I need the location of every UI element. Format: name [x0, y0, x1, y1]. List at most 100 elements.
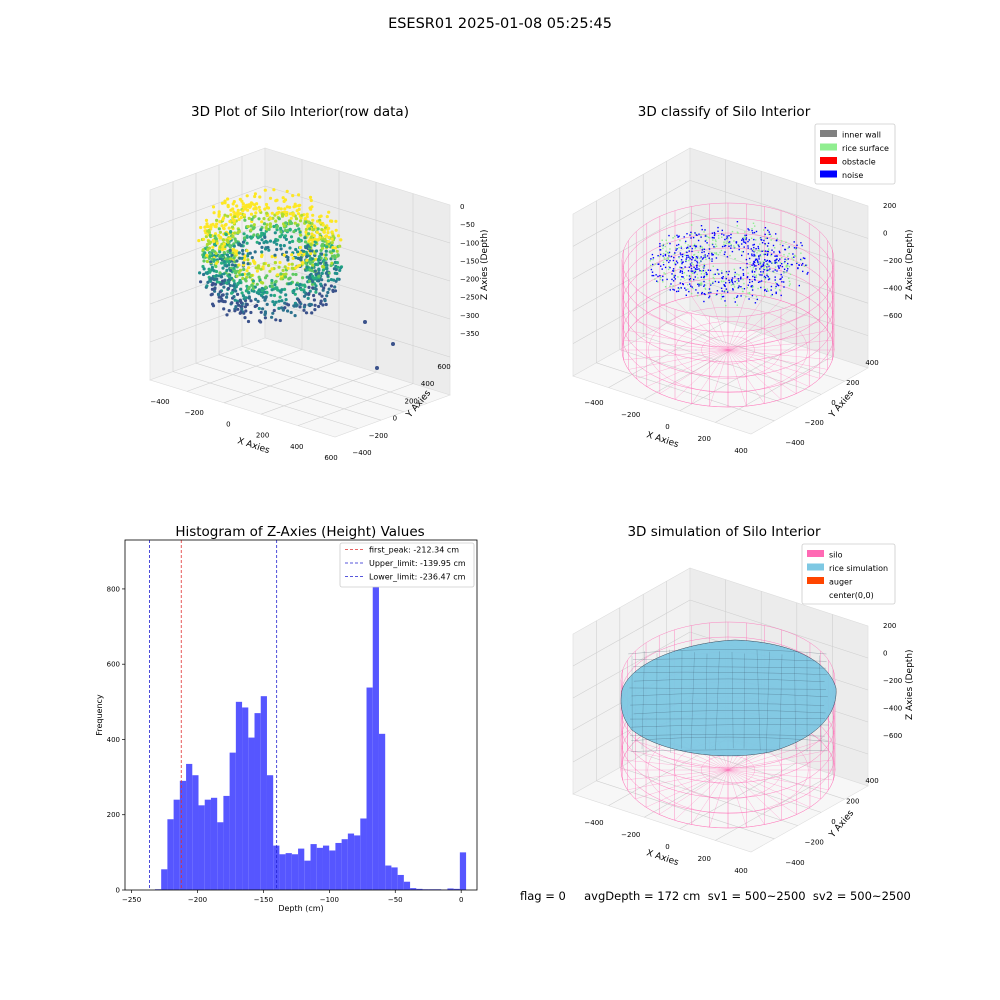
z-tick: 0 [883, 230, 887, 238]
data-point [311, 213, 315, 217]
data-point [226, 205, 230, 209]
data-point [314, 290, 318, 294]
classified-point [770, 289, 772, 291]
classified-point [755, 258, 757, 260]
classified-point [787, 268, 789, 270]
classified-point [673, 253, 676, 255]
data-point [217, 293, 221, 297]
classified-point [699, 284, 701, 286]
classified-point [747, 228, 749, 230]
data-point [279, 277, 283, 281]
data-point [263, 310, 267, 314]
classified-point [692, 264, 694, 266]
data-point [272, 188, 276, 192]
data-point [297, 227, 301, 231]
data-point [260, 254, 264, 259]
data-point [214, 264, 218, 269]
data-point [308, 257, 312, 262]
data-point [281, 196, 285, 200]
classified-point [717, 230, 719, 232]
data-point [240, 273, 245, 277]
classified-point [774, 276, 776, 278]
classified-point [676, 248, 678, 250]
data-point [211, 205, 216, 209]
data-point [279, 207, 283, 211]
classified-point [760, 238, 762, 241]
data-point [330, 230, 334, 234]
histogram-bar [260, 696, 267, 890]
histogram-bar [459, 852, 467, 890]
data-point [245, 234, 249, 238]
classified-point [800, 258, 802, 261]
data-point [284, 213, 288, 217]
classified-point [746, 262, 748, 265]
classified-point [706, 255, 709, 257]
classified-point [694, 247, 696, 250]
data-point [262, 222, 267, 226]
classified-point [745, 238, 747, 241]
classified-point [703, 284, 706, 286]
classified-point [736, 295, 739, 297]
data-point [334, 219, 338, 223]
data-point [254, 297, 258, 301]
classified-point [701, 251, 703, 254]
classified-point [751, 285, 753, 287]
classified-point [765, 260, 767, 262]
data-point [227, 226, 231, 230]
classified-point [656, 280, 658, 282]
legend-label: auger [829, 578, 853, 587]
classified-point [663, 272, 665, 274]
silo-wireframe [621, 202, 835, 408]
classified-point [746, 276, 749, 278]
classified-point [743, 282, 745, 285]
classified-point [724, 238, 726, 241]
data-point [283, 198, 288, 202]
classified-point [705, 273, 708, 276]
classified-point [665, 250, 667, 252]
data-point [310, 266, 314, 270]
raw-point-cloud [197, 188, 395, 370]
legend-swatch [807, 550, 824, 557]
classified-point [666, 251, 669, 254]
data-point [218, 271, 222, 275]
data-point [270, 284, 274, 289]
data-point [202, 237, 206, 241]
data-point [250, 256, 254, 260]
data-point [237, 242, 242, 246]
x-tick: 0 [226, 420, 230, 428]
data-point [257, 217, 261, 221]
data-point [228, 244, 232, 248]
data-point [275, 198, 279, 202]
classified-point [734, 280, 736, 283]
classified-point [702, 269, 704, 272]
histogram-bars [154, 562, 467, 890]
classified-point [726, 272, 728, 274]
y-tick: 400 [865, 777, 878, 785]
classified-point [776, 284, 779, 286]
classified-point [731, 280, 733, 282]
legend-box [801, 543, 896, 605]
data-point [278, 295, 282, 299]
classified-point [745, 234, 748, 236]
y-axis-label: Frequency [95, 694, 104, 736]
data-point [264, 202, 269, 207]
data-point [305, 215, 309, 219]
classified-point [734, 301, 736, 303]
data-point [310, 268, 314, 273]
classified-point [701, 246, 703, 248]
classified-point [791, 257, 793, 259]
classified-point [753, 253, 755, 256]
classified-point [733, 297, 736, 300]
classified-point [680, 287, 682, 289]
classified-point [658, 255, 661, 258]
classified-point [787, 258, 789, 260]
classified-point [752, 262, 754, 265]
data-point [272, 293, 277, 298]
classified-point [745, 267, 747, 269]
classified-point [689, 279, 692, 282]
classified-point [674, 274, 676, 277]
classified-point [652, 274, 655, 277]
classified-point [721, 236, 723, 238]
